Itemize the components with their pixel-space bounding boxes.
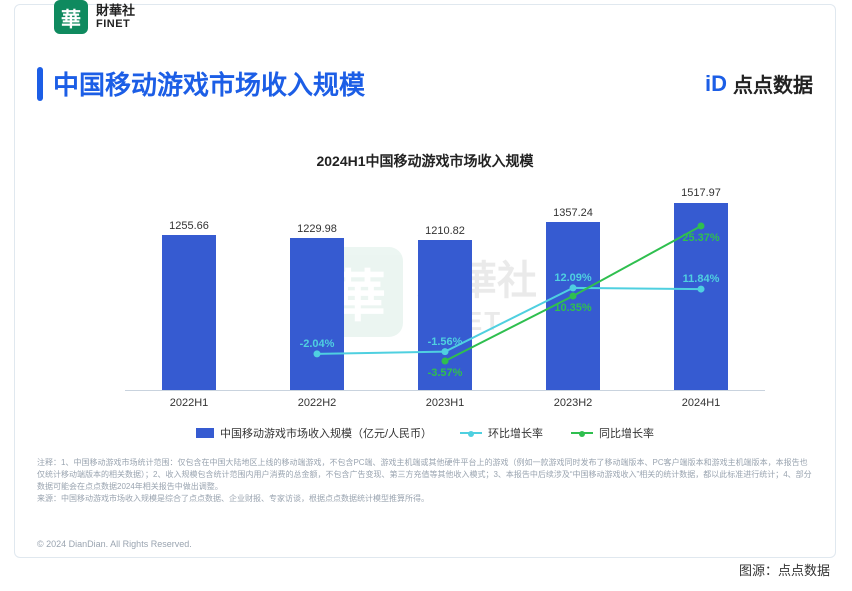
legend-line2: 同比增长率 — [571, 425, 654, 441]
brand-text: 点点数据 — [733, 69, 813, 98]
notes-line1: 注释：1、中国移动游戏市场统计范围：仅包含在中国大陆地区上线的移动端游戏，不包含… — [37, 457, 813, 493]
footer-copyright: © 2024 DianDian. All Rights Reserved. — [37, 539, 192, 549]
legend-line1: 环比增长率 — [460, 425, 543, 441]
brand-d-icon: iD — [703, 71, 729, 97]
legend-line1-label: 环比增长率 — [488, 425, 543, 441]
legend-line2-swatch — [571, 432, 593, 434]
page-title: 中国移动游戏市场收入规模 — [53, 65, 365, 102]
chart-title: 2024H1中国移动游戏市场收入规模 — [15, 151, 835, 171]
source-label: 图源：点点数据 — [739, 560, 830, 579]
notes-line2: 来源：中国移动游戏市场收入规模是综合了点点数据、企业财报、专家访谈，根据点点数据… — [37, 493, 813, 505]
category-label: 2024H1 — [641, 397, 761, 409]
category-label: 2023H1 — [385, 397, 505, 409]
title-row: 中国移动游戏市场收入规模 iD 点点数据 — [37, 65, 813, 102]
legend-line2-label: 同比增长率 — [599, 425, 654, 441]
logo-top: 華 財華社 FINET — [54, 0, 135, 34]
legend-bar-label: 中国移动游戏市场收入规模（亿元/人民币） — [220, 425, 432, 441]
category-label: 2022H2 — [257, 397, 377, 409]
legend-bar: 中国移动游戏市场收入规模（亿元/人民币） — [196, 425, 432, 441]
chart-lines-svg — [125, 181, 765, 391]
chart-area: 1255.661229.981210.821357.241517.97-2.04… — [125, 181, 765, 431]
notes: 注释：1、中国移动游戏市场统计范围：仅包含在中国大陆地区上线的移动端游戏，不包含… — [37, 457, 813, 505]
category-label: 2022H1 — [129, 397, 249, 409]
logo-en: FINET — [96, 18, 135, 30]
logo-badge: 華 — [54, 0, 88, 34]
brand-right: iD 点点数据 — [703, 69, 813, 98]
legend: 中国移动游戏市场收入规模（亿元/人民币） 环比增长率 同比增长率 — [15, 425, 835, 441]
legend-bar-swatch — [196, 428, 214, 438]
logo-cn: 財華社 — [96, 4, 135, 18]
category-label: 2023H2 — [513, 397, 633, 409]
title-accent-bar — [37, 67, 43, 101]
report-card: 華 財華社 FINET 中国移动游戏市场收入规模 iD 点点数据 2024H1中… — [14, 4, 836, 558]
legend-line1-swatch — [460, 432, 482, 434]
